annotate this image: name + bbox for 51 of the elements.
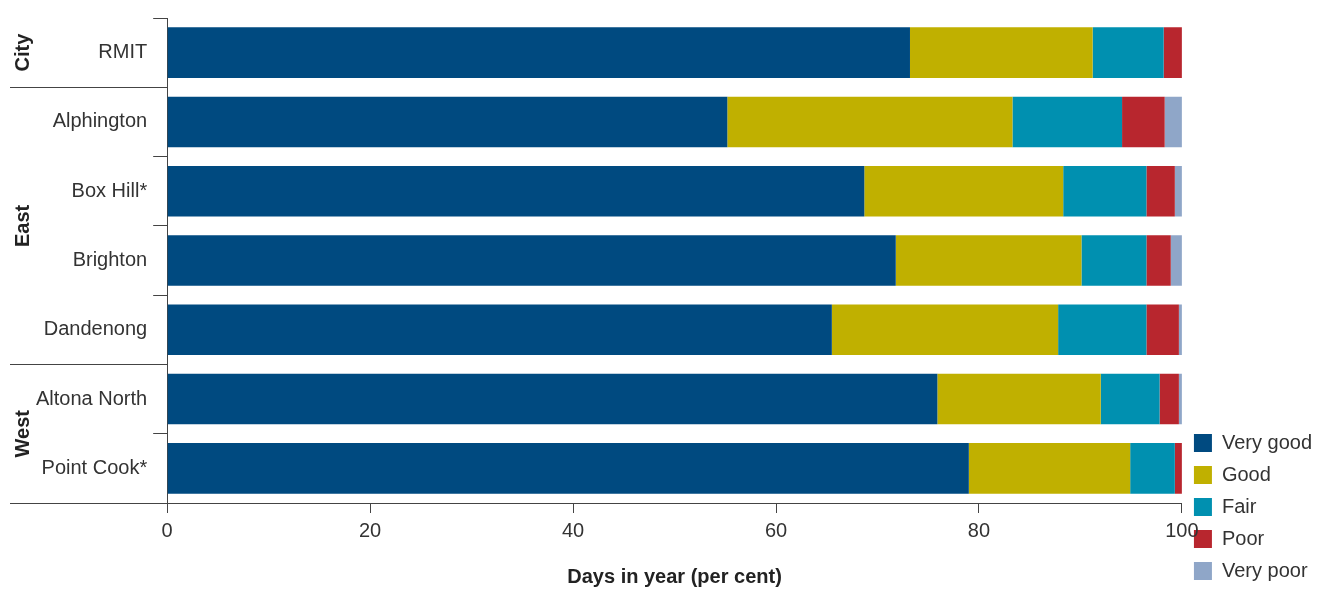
- x-tick-label: 60: [764, 518, 788, 541]
- y-tick-label: Dandenong: [43, 317, 148, 340]
- legend-label: Very good: [1221, 430, 1313, 453]
- bar: [167, 304, 832, 356]
- y-tick-label: RMIT: [98, 40, 148, 63]
- legend-label: Fair: [1221, 494, 1257, 517]
- bar: [1100, 373, 1160, 425]
- bar: [1130, 443, 1175, 494]
- bar: [1146, 304, 1179, 356]
- y-tick-label: Brighton: [72, 248, 148, 271]
- x-tick-label: 20: [359, 518, 382, 541]
- bar: [167, 27, 910, 78]
- bar: [727, 96, 1013, 148]
- bar: [1164, 96, 1182, 148]
- bar: [831, 304, 1059, 356]
- bar: [895, 235, 1082, 286]
- legend-label: Poor: [1221, 526, 1265, 549]
- legend-label: Good: [1221, 462, 1271, 485]
- bar: [1146, 235, 1171, 286]
- bar: [1159, 373, 1179, 425]
- bar: [167, 96, 728, 148]
- bar: [167, 165, 865, 217]
- legend-label: Very poor: [1221, 558, 1308, 581]
- bar: [937, 373, 1101, 425]
- y-tick-label: Altona North: [36, 386, 148, 409]
- bar: [1012, 96, 1123, 148]
- bar: [167, 373, 938, 425]
- y-tick-label: Alphington: [52, 109, 148, 132]
- bar: [1092, 27, 1164, 78]
- bar: [1058, 304, 1147, 356]
- y-tick-label: Box Hill*: [71, 178, 148, 201]
- bar: [1170, 235, 1182, 286]
- bar: [968, 443, 1131, 494]
- x-tick-label: 100: [1165, 518, 1199, 541]
- bar: [1163, 27, 1182, 78]
- x-tick-label: 80: [967, 518, 991, 541]
- bar: [167, 235, 896, 286]
- x-tick-label: 40: [561, 518, 585, 541]
- bar: [1081, 235, 1147, 286]
- text: East: [10, 204, 33, 247]
- text: City: [10, 32, 33, 72]
- bar: [167, 443, 969, 494]
- x-axis-title: Days in year (per cent): [567, 564, 782, 587]
- bar: [1122, 96, 1165, 148]
- x-tick-label: 0: [161, 518, 173, 541]
- bar: [909, 27, 1093, 78]
- y-tick-label: Point Cook*: [41, 455, 148, 478]
- bar: [1146, 165, 1175, 217]
- text: West: [10, 409, 33, 458]
- bar: [864, 165, 1064, 217]
- bar: [1063, 165, 1147, 217]
